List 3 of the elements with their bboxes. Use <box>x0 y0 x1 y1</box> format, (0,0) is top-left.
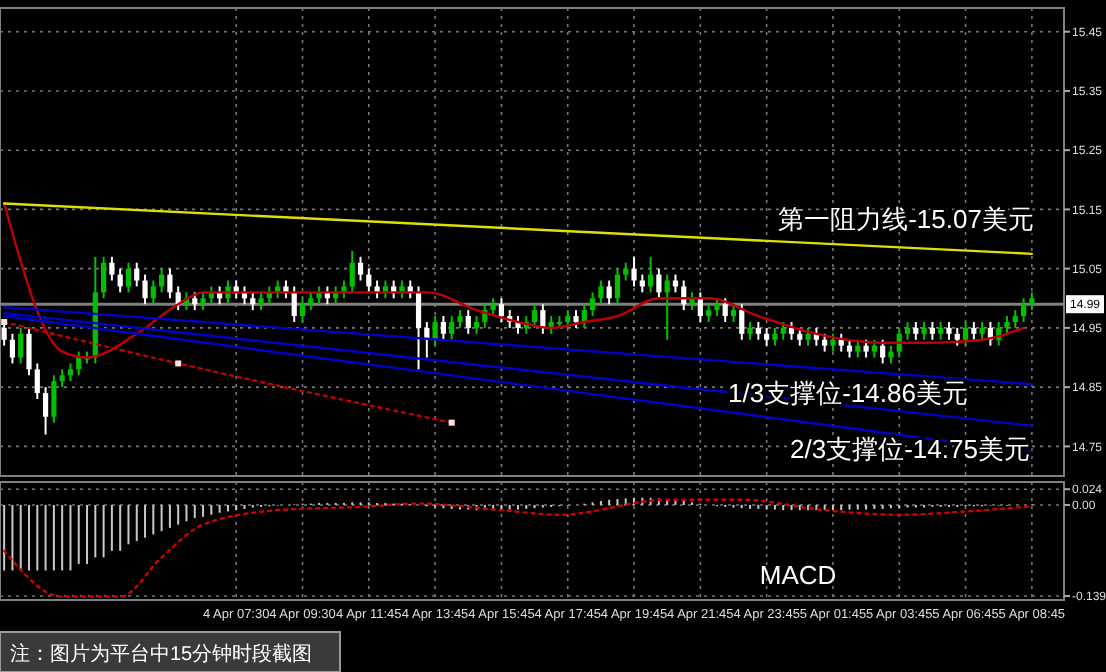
text: 注：图片为平台中15分钟时段截图 <box>10 642 313 666</box>
annotation: MACD <box>759 560 837 590</box>
annotation: 第一阻力线-15.07美元 <box>778 204 1034 234</box>
